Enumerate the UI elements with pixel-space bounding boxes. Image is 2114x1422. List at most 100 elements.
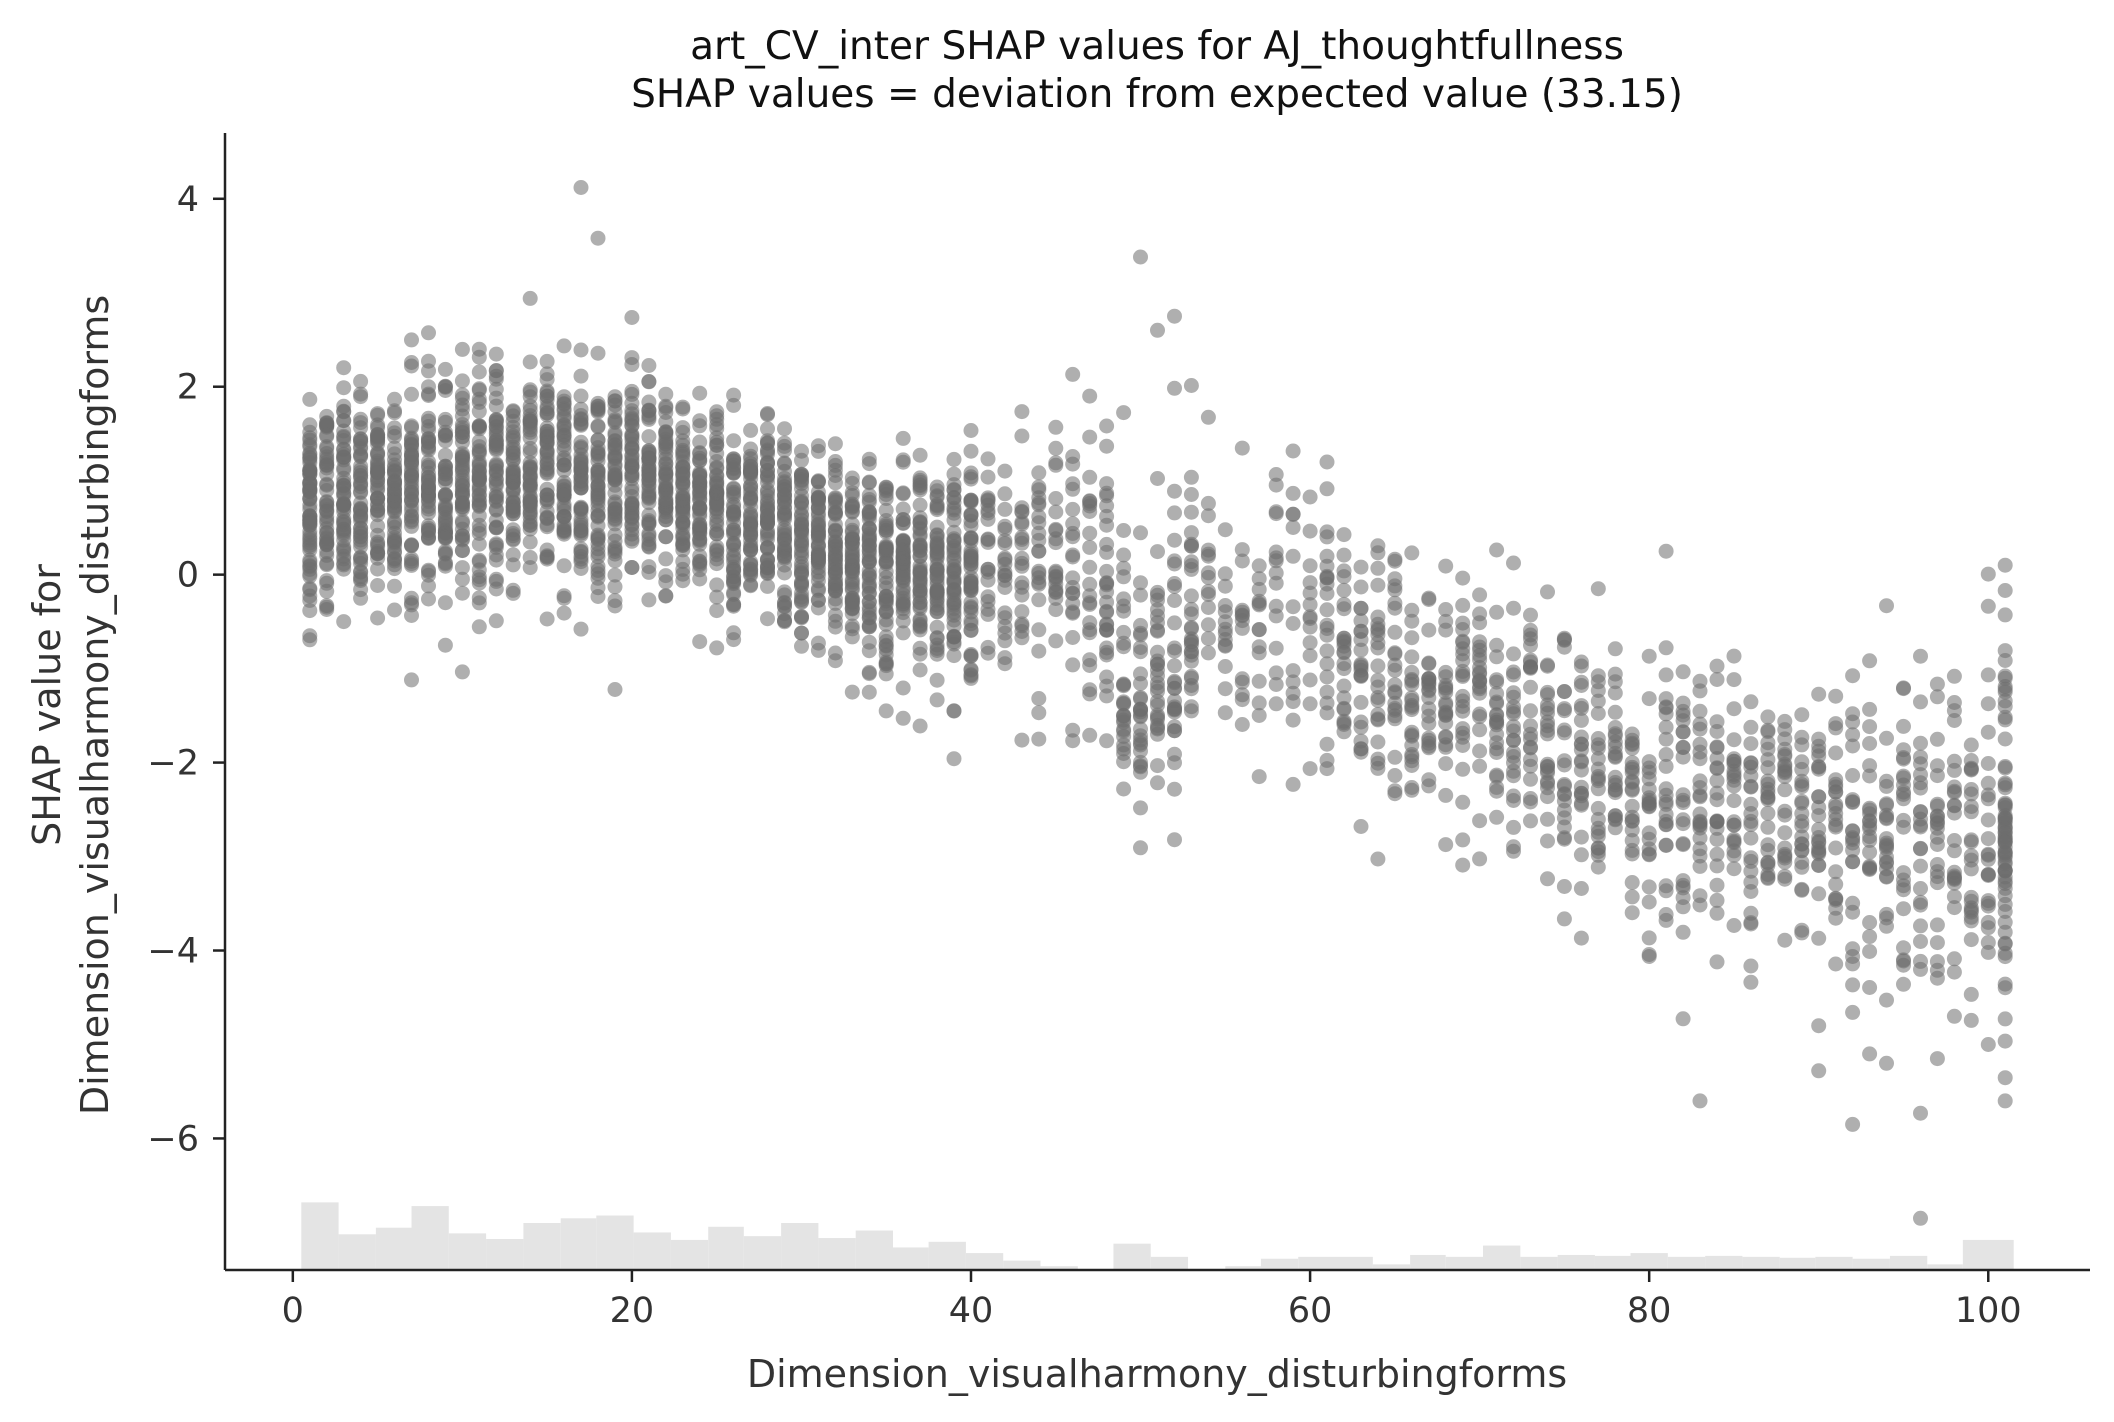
scatter-point <box>624 412 640 428</box>
scatter-point <box>946 466 962 482</box>
scatter-point <box>1251 639 1267 655</box>
scatter-point <box>302 417 318 433</box>
scatter-point <box>1929 875 1945 891</box>
scatter-point <box>1065 501 1081 517</box>
scatter-point <box>844 618 860 634</box>
scatter-point <box>607 593 623 609</box>
scatter-point <box>810 492 826 508</box>
scatter-point <box>1285 663 1301 679</box>
scatter-point <box>1675 924 1691 940</box>
scatter-point <box>1726 847 1742 863</box>
scatter-point <box>624 310 640 325</box>
scatter-point <box>522 560 538 576</box>
scatter-point <box>1048 602 1064 618</box>
scatter-point <box>539 353 555 369</box>
scatter-point <box>1387 768 1403 783</box>
scatter-point <box>1879 773 1894 789</box>
scatter-point <box>1116 635 1132 651</box>
histogram-bar <box>633 1232 671 1270</box>
scatter-point <box>1658 758 1674 774</box>
scatter-point <box>709 468 725 484</box>
scatter-point <box>895 601 911 617</box>
scatter-point <box>1523 758 1538 774</box>
scatter-point <box>1353 668 1369 684</box>
scatter-point <box>1285 694 1301 710</box>
scatter-point <box>1828 876 1844 892</box>
scatter-point <box>963 543 979 559</box>
scatter-point <box>404 332 419 348</box>
scatter-point <box>1167 505 1182 521</box>
scatter-point <box>1946 798 1962 814</box>
scatter-point <box>1675 664 1691 680</box>
scatter-point <box>1506 749 1521 764</box>
scatter-point <box>607 527 623 543</box>
scatter-point <box>1489 604 1505 620</box>
scatter-point <box>912 640 928 656</box>
scatter-point <box>1217 621 1233 637</box>
scatter-point <box>421 363 436 379</box>
scatter-point <box>878 520 894 536</box>
scatter-point <box>1523 631 1538 647</box>
scatter-point <box>743 526 759 542</box>
scatter-point <box>1048 504 1064 520</box>
scatter-point <box>1082 388 1098 404</box>
scatter-point <box>319 514 335 530</box>
scatter-point <box>556 338 572 354</box>
scatter-point <box>1200 409 1216 425</box>
scatter-point <box>1167 832 1182 848</box>
scatter-point <box>1980 787 1996 803</box>
scatter-point <box>1573 881 1589 896</box>
scatter-point <box>1743 719 1759 735</box>
scatter-point <box>1082 469 1098 485</box>
scatter-point <box>1472 851 1488 867</box>
scatter-point <box>1200 617 1216 633</box>
scatter-point <box>1048 440 1064 456</box>
scatter-point <box>1319 602 1335 618</box>
scatter-point <box>319 418 335 434</box>
scatter-point <box>1082 539 1098 555</box>
scatter-point <box>1607 641 1623 657</box>
scatter-point <box>1794 859 1810 875</box>
scatter-point <box>1862 736 1878 751</box>
scatter-point <box>1183 525 1199 541</box>
scatter-point <box>1862 844 1878 860</box>
scatter-point <box>302 465 318 481</box>
scatter-point <box>590 541 606 557</box>
scatter-point <box>1285 776 1301 792</box>
scatter-point <box>1472 679 1488 695</box>
scatter-point <box>1743 817 1759 833</box>
scatter-point <box>370 446 386 462</box>
scatter-point <box>454 543 470 559</box>
scatter-point <box>1997 1011 2013 1027</box>
scatter-point <box>488 537 504 553</box>
scatter-point <box>1607 749 1623 765</box>
scatter-point <box>1438 558 1454 574</box>
histogram-bar <box>448 1233 487 1270</box>
scatter-point <box>421 567 436 583</box>
scatter-point <box>794 625 809 641</box>
x-axis-label: Dimension_visualharmony_disturbingforms <box>747 1352 1567 1396</box>
scatter-point <box>1929 796 1945 812</box>
scatter-point <box>1268 544 1284 560</box>
scatter-point <box>319 477 335 493</box>
scatter-point <box>387 391 402 407</box>
scatter-point <box>1794 836 1810 852</box>
scatter-point <box>997 533 1013 549</box>
scatter-point <box>1997 834 2013 850</box>
scatter-point <box>1234 687 1250 703</box>
scatter-point <box>1675 873 1691 889</box>
scatter-point <box>1031 691 1047 706</box>
scatter-point <box>1404 780 1420 795</box>
scatter-point <box>692 470 708 486</box>
scatter-point <box>1540 687 1555 703</box>
scatter-point <box>1455 570 1471 586</box>
scatter-point <box>1133 525 1148 541</box>
scatter-point <box>1353 694 1369 710</box>
scatter-point <box>437 595 453 611</box>
scatter-point <box>1404 602 1420 618</box>
scatter-point <box>1726 833 1742 849</box>
scatter-point <box>895 570 911 586</box>
scatter-point <box>370 546 386 562</box>
histogram-bar <box>1779 1257 1816 1270</box>
scatter-point <box>1370 734 1386 750</box>
